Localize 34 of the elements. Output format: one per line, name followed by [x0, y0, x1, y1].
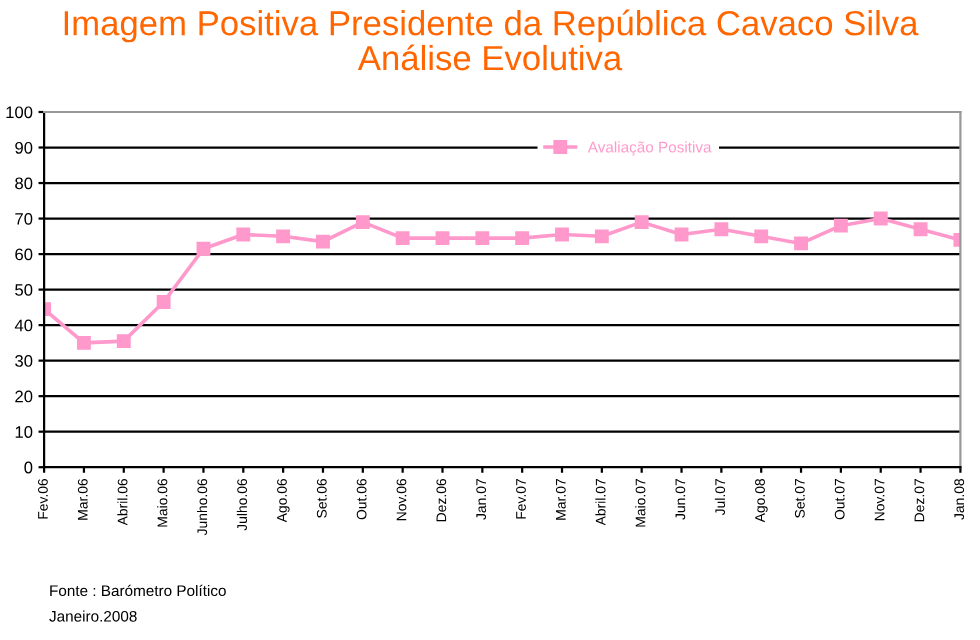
point: [316, 234, 330, 249]
y-tick-label: 30: [15, 355, 33, 367]
point: [515, 231, 530, 246]
point: [873, 211, 888, 226]
point: [435, 231, 450, 246]
y-tick-label: 100: [6, 106, 33, 119]
point: [634, 215, 649, 230]
point: [555, 227, 569, 242]
y-tick-label: 60: [15, 248, 33, 261]
y-tick-label: 70: [15, 212, 33, 225]
point: [913, 222, 928, 237]
y-tick-label: 20: [15, 390, 33, 403]
point: [196, 241, 211, 256]
point: [475, 231, 490, 246]
point: [355, 215, 370, 230]
chart-title: Imagem Positiva Presidente da República Cavaco Silva Análise Evolutiva: [64, 9, 919, 71]
point: [674, 227, 689, 242]
point: [594, 229, 609, 244]
point: [276, 229, 291, 244]
y-tick-label: 0: [24, 461, 33, 474]
point: [156, 295, 171, 309]
point: [116, 334, 131, 349]
point: [754, 229, 769, 244]
y-tick-label: 90: [15, 141, 33, 154]
point: [76, 335, 91, 350]
y-tick-label: 40: [14, 319, 33, 332]
point: [714, 222, 729, 237]
point: [794, 236, 808, 251]
point: [236, 227, 251, 242]
y-tick-label: 50: [15, 284, 33, 296]
y-tick-label: 10: [15, 426, 33, 438]
point: [395, 231, 410, 246]
point: [833, 218, 848, 233]
y-tick-label: 80: [15, 177, 33, 190]
